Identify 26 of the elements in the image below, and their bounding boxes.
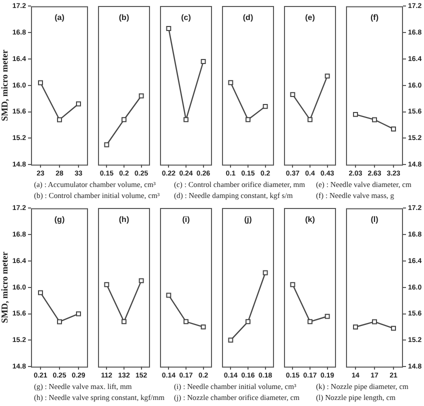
text: (d) [242,13,254,22]
point [372,319,377,324]
text: (b) [118,13,130,22]
point [391,126,396,132]
text: (e) [305,13,316,22]
text: (f) [370,13,379,22]
text: (i) [182,215,190,224]
point [353,324,358,330]
point [57,117,62,122]
text: (c) [181,13,192,22]
point [353,112,358,117]
point [76,311,81,316]
y-axis-title: SMD, micro meter [0,252,10,324]
text: (g) [54,215,65,224]
point [391,326,396,331]
point [38,290,43,296]
text: (k) [305,215,316,224]
point [38,80,43,86]
point [57,319,62,324]
point [76,101,81,106]
point [372,117,377,122]
text: (h) [118,215,130,224]
text: (a) [54,13,65,22]
y-axis-title: SMD, micro meter [0,50,10,122]
text: (j) [244,215,252,224]
text: (l) [370,215,379,224]
